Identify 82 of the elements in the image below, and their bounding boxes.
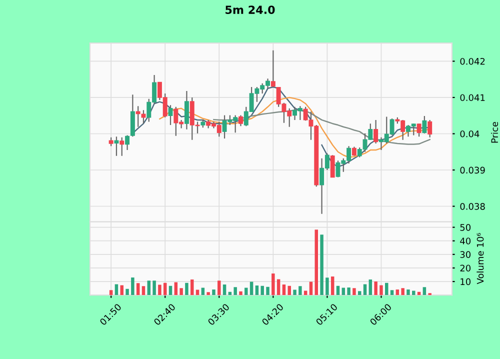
bar — [126, 288, 129, 296]
bar — [234, 287, 237, 296]
candlestick — [428, 119, 432, 138]
bar — [142, 286, 146, 296]
bar — [163, 282, 167, 296]
candlestick — [238, 114, 243, 127]
bar — [180, 288, 183, 296]
bar — [363, 284, 367, 296]
bar — [136, 283, 140, 296]
bar — [320, 234, 324, 296]
bar — [293, 290, 296, 296]
y-tick-label: 0.041 — [460, 94, 485, 102]
bar — [168, 286, 172, 296]
bar — [347, 288, 350, 296]
bar — [260, 286, 264, 296]
bar — [185, 282, 188, 296]
bar — [282, 284, 286, 296]
bar — [390, 290, 394, 296]
y-tick-label: 0.038 — [460, 203, 485, 210]
bar — [158, 284, 162, 296]
bar — [396, 290, 400, 296]
y-axis-title: Price — [491, 122, 498, 143]
chart-title: 5m 24.0 — [226, 6, 275, 14]
candlestick — [422, 115, 427, 134]
candlestick — [352, 146, 356, 156]
bar — [412, 290, 416, 296]
bar — [206, 292, 210, 296]
bar — [152, 280, 156, 296]
bar — [114, 284, 118, 296]
y-tick-label: 0.039 — [460, 166, 485, 174]
bar — [374, 282, 378, 296]
bar — [147, 280, 151, 296]
y-tick-label: 10 — [460, 278, 471, 286]
bar — [314, 230, 318, 296]
bar — [380, 285, 383, 296]
bar — [385, 282, 388, 296]
bar — [222, 284, 226, 296]
bar — [218, 280, 221, 296]
bar — [368, 280, 372, 296]
bar — [298, 286, 302, 296]
candlestick — [270, 50, 276, 88]
bar — [272, 274, 275, 296]
y-tick-label: 50 — [460, 224, 471, 231]
candlestick — [136, 106, 140, 128]
bar — [190, 280, 194, 296]
candlestick — [120, 136, 124, 156]
bar — [174, 282, 178, 296]
bar — [109, 290, 113, 296]
y-tick-label: 0.04 — [460, 130, 480, 138]
y-tick-label: 0.042 — [460, 58, 485, 65]
bar — [401, 288, 404, 296]
candlestick — [374, 119, 378, 144]
y-tick-label: 40 — [460, 238, 471, 244]
bar — [406, 290, 410, 296]
bar — [326, 278, 329, 296]
candlestick — [416, 123, 422, 138]
bar — [212, 290, 216, 296]
candlestick — [330, 154, 335, 178]
bar — [276, 279, 280, 296]
bar — [250, 282, 254, 296]
bar — [352, 288, 356, 296]
y-tick-label: 30 — [460, 251, 471, 258]
bar — [255, 285, 259, 296]
bar — [244, 288, 248, 296]
candlestick — [168, 104, 173, 126]
bar — [309, 282, 313, 296]
bar — [266, 286, 270, 296]
candlestick — [141, 110, 146, 124]
bar — [330, 276, 334, 296]
candlestick — [184, 90, 189, 130]
bar — [358, 291, 362, 296]
candlestick — [114, 136, 119, 156]
y-axis-title: Volume 10⁶ — [476, 232, 484, 284]
y-tick-label: 20 — [460, 264, 471, 272]
bar — [422, 287, 426, 296]
bar — [239, 291, 242, 296]
candlestick — [130, 94, 135, 138]
bar — [120, 285, 124, 296]
bar — [131, 277, 134, 296]
bar — [336, 286, 340, 296]
bar — [288, 286, 291, 296]
candlestick — [125, 134, 130, 151]
